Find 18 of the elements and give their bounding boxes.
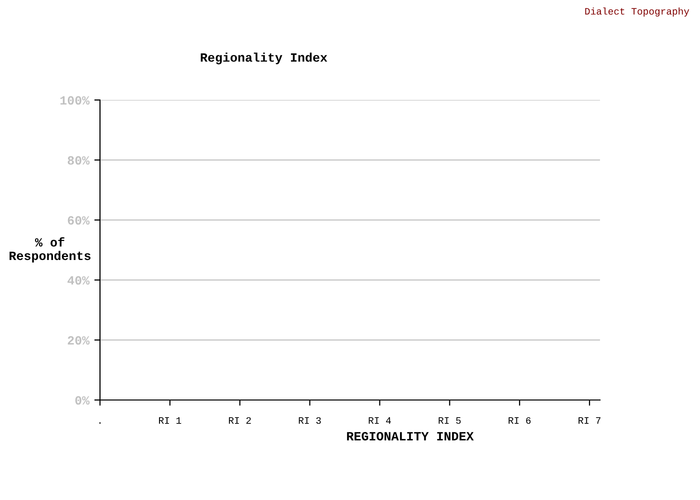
x-tick-label: RI 5 bbox=[438, 417, 461, 424]
chart-title: Regionality Index bbox=[200, 52, 328, 64]
y-tick-label: 0% bbox=[75, 396, 90, 405]
y-tick-label: 100% bbox=[60, 96, 90, 105]
y-tick-label: 60% bbox=[68, 216, 90, 225]
x-tick-label: RI 1 bbox=[159, 417, 182, 424]
x-axis-title: REGIONALITY INDEX bbox=[347, 432, 474, 440]
y-tick-label: 20% bbox=[68, 336, 90, 345]
x-tick-label: RI 6 bbox=[508, 417, 531, 424]
y-axis-title: % of Respondents bbox=[10, 237, 90, 263]
y-tick-label: 40% bbox=[68, 276, 90, 285]
x-tick-label: RI 2 bbox=[228, 417, 251, 424]
x-tick-label: RI 4 bbox=[368, 417, 391, 424]
x-tick-label: RI 3 bbox=[298, 417, 321, 424]
x-tick-label: . bbox=[99, 422, 101, 424]
text: Dialect Topography bbox=[585, 8, 690, 17]
y-tick-label: 80% bbox=[68, 156, 90, 165]
x-tick-label: RI 7 bbox=[578, 417, 600, 424]
